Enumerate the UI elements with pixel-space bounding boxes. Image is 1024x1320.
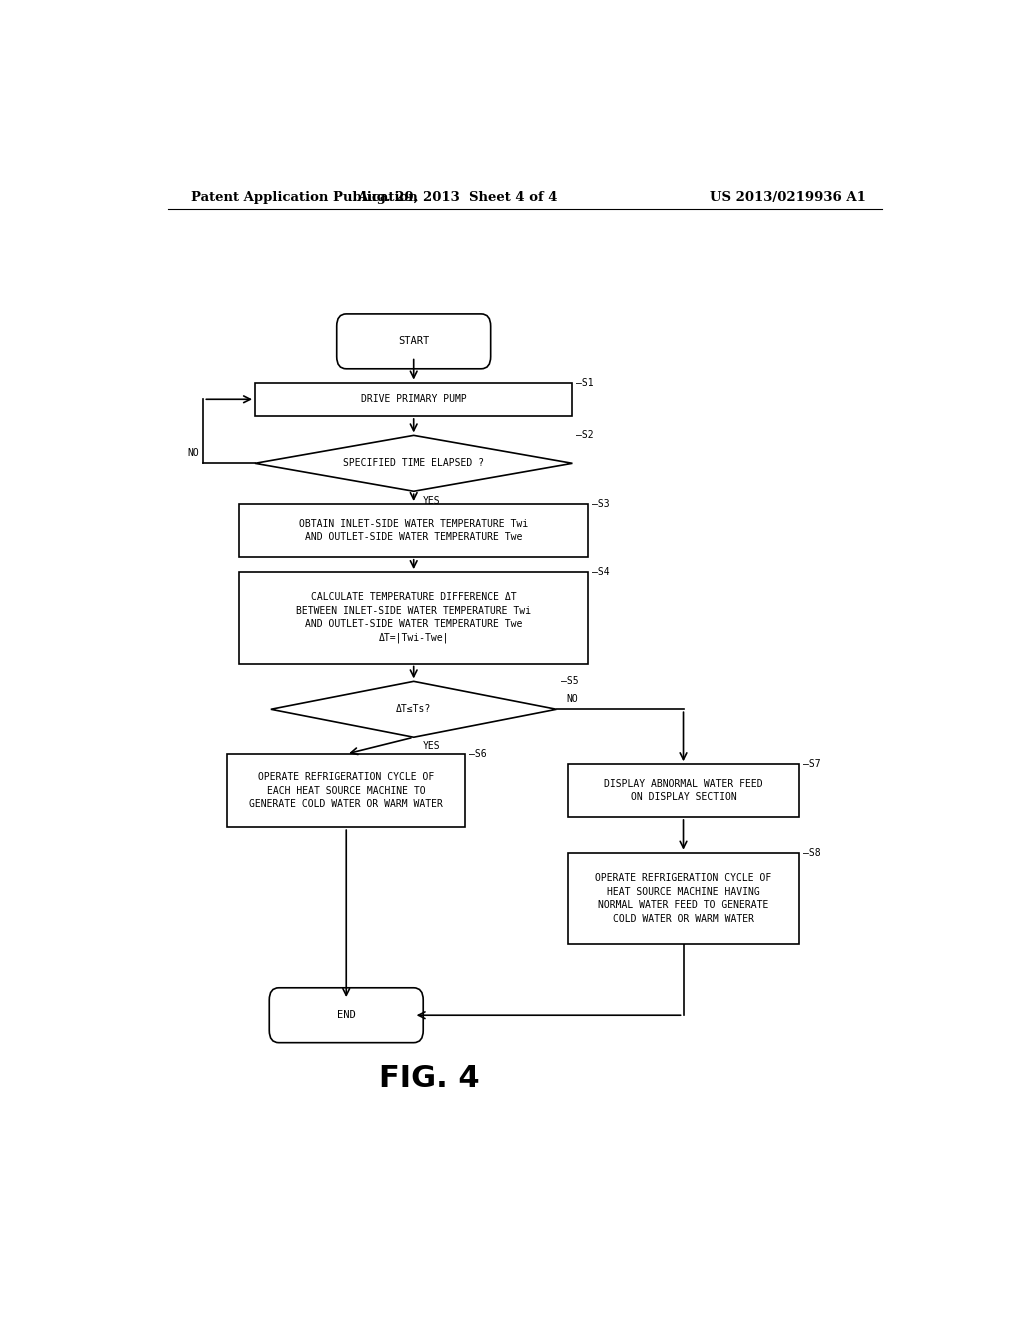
Text: Patent Application Publication: Patent Application Publication bbox=[191, 190, 418, 203]
Polygon shape bbox=[270, 681, 557, 738]
Text: YES: YES bbox=[423, 496, 441, 507]
Text: DRIVE PRIMARY PUMP: DRIVE PRIMARY PUMP bbox=[360, 395, 467, 404]
Text: DISPLAY ABNORMAL WATER FEED
ON DISPLAY SECTION: DISPLAY ABNORMAL WATER FEED ON DISPLAY S… bbox=[604, 779, 763, 803]
Text: US 2013/0219936 A1: US 2013/0219936 A1 bbox=[711, 190, 866, 203]
Text: END: END bbox=[337, 1010, 355, 1020]
Text: —S5: —S5 bbox=[560, 676, 579, 686]
Bar bbox=[239, 504, 588, 557]
Text: —S8: —S8 bbox=[803, 847, 820, 858]
Text: FIG. 4: FIG. 4 bbox=[379, 1064, 480, 1093]
Text: —S7: —S7 bbox=[803, 759, 820, 770]
Bar bbox=[227, 754, 465, 828]
Polygon shape bbox=[255, 436, 572, 491]
Text: SPECIFIED TIME ELAPSED ?: SPECIFIED TIME ELAPSED ? bbox=[343, 458, 484, 469]
Text: ΔT≤Ts?: ΔT≤Ts? bbox=[396, 705, 431, 714]
Text: Aug. 29, 2013  Sheet 4 of 4: Aug. 29, 2013 Sheet 4 of 4 bbox=[357, 190, 558, 203]
Text: —S1: —S1 bbox=[577, 378, 594, 388]
Text: CALCULATE TEMPERATURE DIFFERENCE ΔT
BETWEEN INLET-SIDE WATER TEMPERATURE Twi
AND: CALCULATE TEMPERATURE DIFFERENCE ΔT BETW… bbox=[296, 593, 531, 643]
Bar bbox=[255, 383, 572, 416]
Text: OBTAIN INLET-SIDE WATER TEMPERATURE Twi
AND OUTLET-SIDE WATER TEMPERATURE Twe: OBTAIN INLET-SIDE WATER TEMPERATURE Twi … bbox=[299, 519, 528, 543]
Bar bbox=[239, 572, 588, 664]
Bar bbox=[568, 764, 799, 817]
Text: —S2: —S2 bbox=[577, 430, 594, 441]
Text: —S6: —S6 bbox=[469, 748, 486, 759]
Text: —S4: —S4 bbox=[592, 568, 610, 577]
Text: YES: YES bbox=[423, 742, 441, 751]
FancyBboxPatch shape bbox=[337, 314, 490, 368]
Text: NO: NO bbox=[566, 694, 578, 704]
FancyBboxPatch shape bbox=[269, 987, 423, 1043]
Text: OPERATE REFRIGERATION CYCLE OF
EACH HEAT SOURCE MACHINE TO
GENERATE COLD WATER O: OPERATE REFRIGERATION CYCLE OF EACH HEAT… bbox=[249, 772, 443, 809]
Text: NO: NO bbox=[187, 449, 200, 458]
Text: OPERATE REFRIGERATION CYCLE OF
HEAT SOURCE MACHINE HAVING
NORMAL WATER FEED TO G: OPERATE REFRIGERATION CYCLE OF HEAT SOUR… bbox=[595, 873, 772, 924]
Text: START: START bbox=[398, 337, 429, 346]
Bar bbox=[568, 853, 799, 944]
Text: —S3: —S3 bbox=[592, 499, 610, 510]
